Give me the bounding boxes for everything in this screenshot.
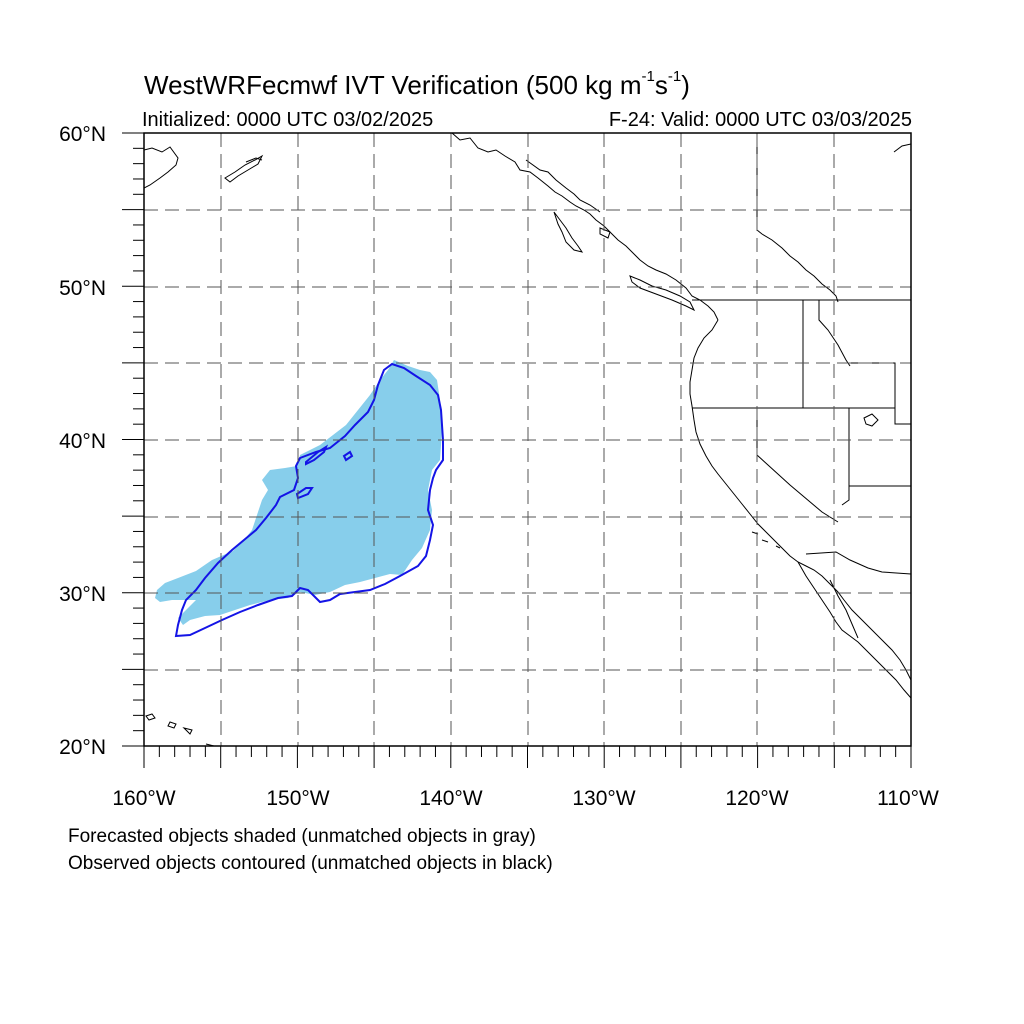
axis-ticks [122,132,912,768]
observed-object-contour [342,450,354,462]
observed-object-contour [305,444,329,466]
valid-time: F-24: Valid: 0000 UTC 03/03/2025 [608,109,912,131]
lon-label-140w: 140°W [419,787,482,810]
lon-label-120w: 120°W [725,787,788,810]
coastline [144,133,911,746]
map-title: WestWRFecmwf IVT Verification (500 kg m-… [144,68,690,100]
initialized-time: Initialized: 0000 UTC 03/02/2025 [142,109,434,131]
lon-label-160w: 160°W [112,787,175,810]
political-borders [692,133,911,575]
lat-label-40n: 40°N [59,430,106,453]
lat-label-30n: 30°N [59,583,106,606]
lon-label-110w: 110°W [877,787,939,810]
lon-label-130w: 130°W [572,787,635,810]
lat-label-20n: 20°N [59,736,106,759]
lat-label-60n: 60°N [59,123,106,146]
lat-label-50n: 50°N [59,277,106,300]
forecast-note: Forecasted objects shaded (unmatched obj… [68,826,536,847]
observed-note: Observed objects contoured (unmatched ob… [68,853,553,874]
lon-label-150w: 150°W [266,787,329,810]
grid-lines [144,133,911,746]
observed-object-contour [174,362,444,638]
